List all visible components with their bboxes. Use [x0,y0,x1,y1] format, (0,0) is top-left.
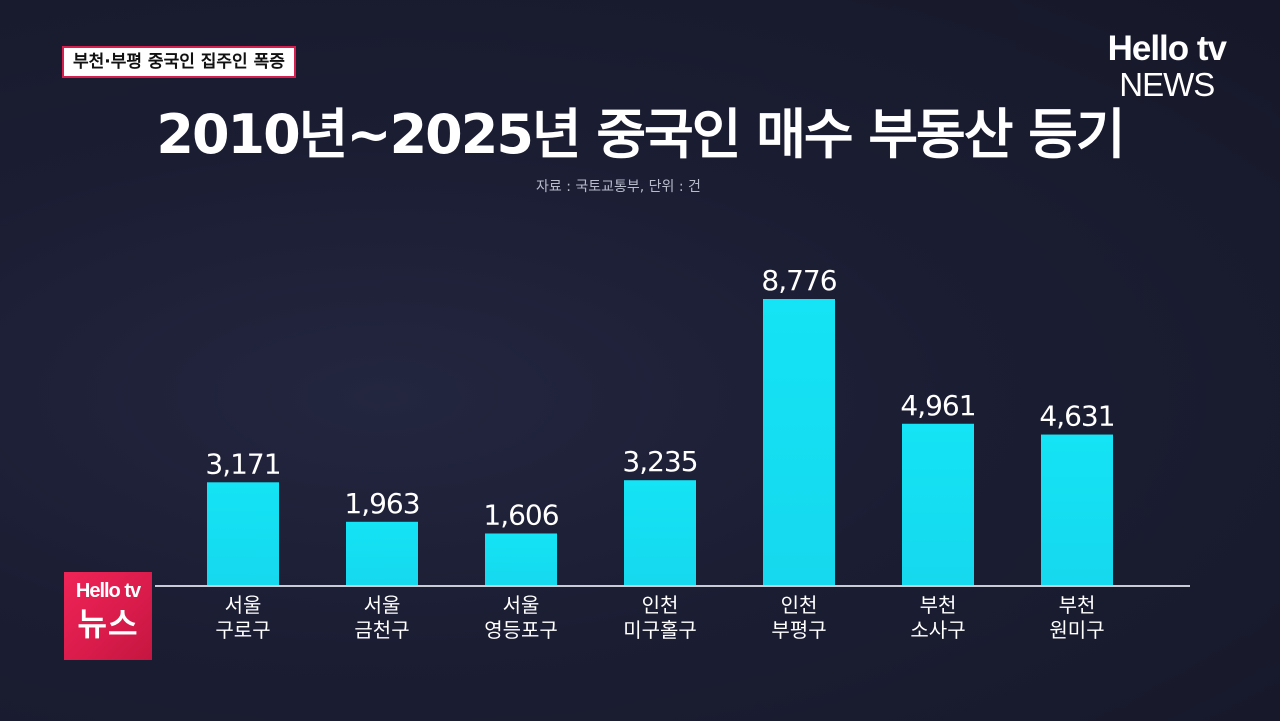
category-label-7-line2: 원미구 [1049,618,1104,642]
topic-caption: 부천·부평 중국인 집주인 폭증 [62,46,296,78]
value-label-5: 8,776 [761,264,836,297]
bar-1 [207,482,279,586]
category-label-4-line1: 인천 [642,593,679,617]
logo-top-line1: Hello tv [1107,29,1227,68]
labels-group: 3,171서울구로구1,963서울금천구1,606서울영등포구3,235인천미구… [205,264,1115,642]
chart-source-note: 자료 : 국토교통부, 단위 : 건 [536,179,701,195]
bar-4 [624,480,696,586]
logo-bottom-line1: Hello tv [75,580,141,602]
bar-7 [1041,434,1113,586]
value-label-7: 4,631 [1039,400,1114,433]
category-label-3-line2: 영등포구 [484,618,558,642]
category-label-6-line2: 소사구 [910,618,965,642]
category-label-5-line1: 인천 [781,593,818,617]
value-label-2: 1,963 [344,487,419,520]
bar-6 [902,423,974,586]
bars-group [207,299,1113,586]
chart-title: 2010년~2025년 중국인 매수 부동산 등기 [156,103,1125,166]
category-label-1-line1: 서울 [225,593,262,617]
value-label-6: 4,961 [900,389,975,422]
logo-bottom-line2: 뉴스 [77,605,139,643]
bar-2 [346,521,418,586]
category-label-4-line2: 미구홀구 [623,618,697,642]
value-label-1: 3,171 [205,447,280,480]
hellotv-news-logo: Hello tv NEWS [1107,29,1227,103]
value-label-3: 1,606 [483,498,558,531]
category-label-2-line2: 금천구 [354,618,409,642]
category-label-2-line1: 서울 [364,593,401,617]
bar-3 [485,533,557,586]
logo-top-line2: NEWS [1119,66,1215,103]
category-label-7-line1: 부천 [1059,593,1096,617]
hellotv-news-badge: Hello tv 뉴스 [64,572,152,660]
category-label-3-line1: 서울 [503,593,540,617]
category-label-5-line2: 부평구 [771,618,826,642]
value-label-4: 3,235 [622,445,697,478]
bar-5 [763,299,835,586]
category-label-1-line2: 구로구 [215,618,270,642]
category-label-6-line1: 부천 [920,593,957,617]
